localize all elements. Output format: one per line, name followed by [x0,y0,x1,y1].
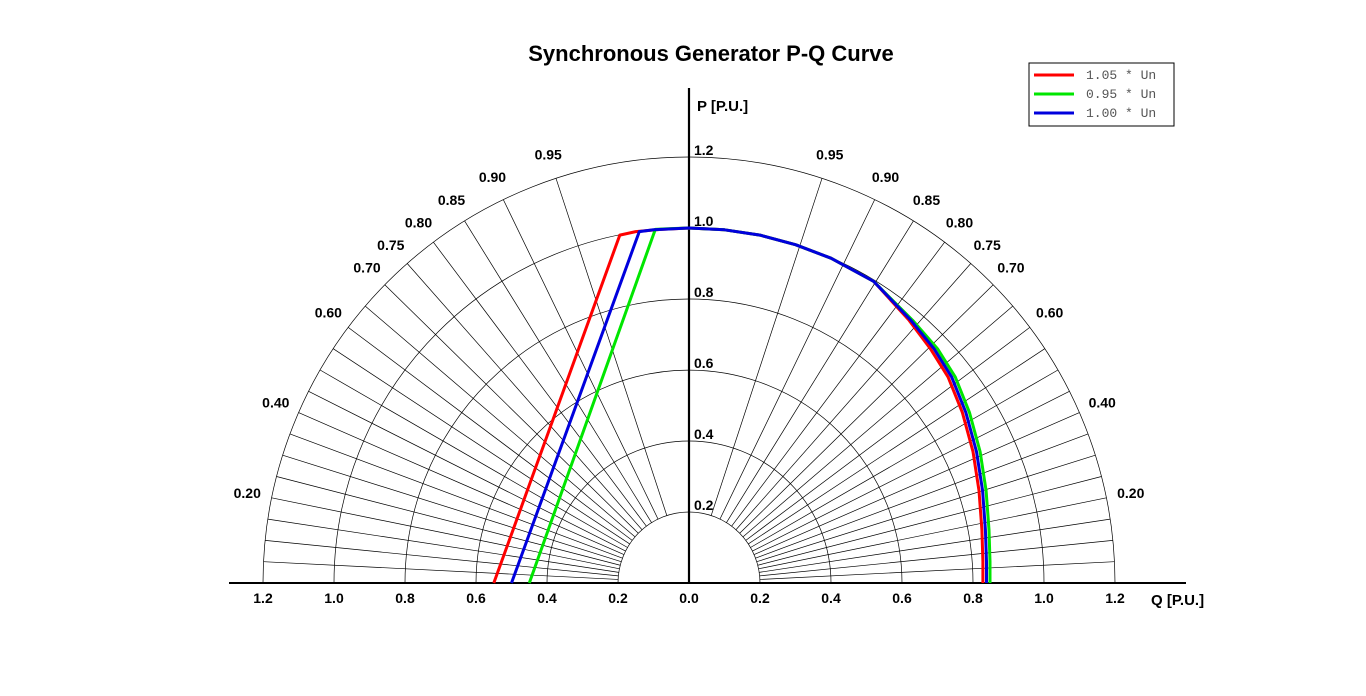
pf-line [555,178,668,516]
x-tick-label: 1.2 [253,590,273,606]
pf-line [758,497,1107,570]
pf-line [759,561,1115,580]
y-tick-label: 0.8 [694,284,714,300]
y-tick-label: 0.4 [694,426,714,442]
pf-label: 0.80 [946,214,973,230]
pf-label: 0.75 [974,237,1001,253]
pf-line [726,220,914,523]
pf-line [271,497,620,570]
power-factor-labels: 0.20 0.20 0.40 0.40 0.60 0.60 0.70 0.70 0.75 0.75… [234,147,1145,501]
series-group [492,226,992,584]
pf-line [289,433,623,559]
pf-line [319,369,628,548]
x-tick-label: 0.6 [892,590,912,606]
tick-labels: 1.2 1.0 0.8 0.6 0.4 0.2 0.0 0.2 0.4 0.6 0.8 1.0 1.2 0… [253,142,1125,606]
pf-line [365,305,636,538]
axes [229,88,1186,584]
y-tick-label: 1.2 [694,142,714,158]
pf-line [282,454,622,563]
pf-line [267,518,619,573]
pf-label: 0.85 [438,192,465,208]
pf-label: 0.40 [1089,395,1116,411]
legend-label: 0.95 * Un [1086,87,1156,102]
pf-line [742,305,1013,538]
pf-label: 0.90 [479,169,506,185]
pf-line [756,454,1096,563]
pf-label: 0.90 [872,169,899,185]
pf-label: 0.70 [997,259,1024,275]
pf-line [464,220,652,523]
pf-line [276,476,621,566]
pf-line [739,284,994,534]
pf-line [502,199,659,520]
y-axis-label: P [P.U.] [697,98,748,115]
x-tick-label: 0.4 [537,590,557,606]
pf-label: 0.75 [377,237,404,253]
pf-label: 0.20 [1117,485,1144,501]
pf-label: 0.80 [405,214,432,230]
polar-grid [262,156,1116,584]
pf-line [755,433,1089,559]
pf-line [265,540,619,577]
pf-line [719,199,876,520]
x-tick-label: 0.2 [750,590,770,606]
x-tick-label: 0.6 [466,590,486,606]
y-tick-label: 0.6 [694,355,714,371]
series-line [510,226,988,584]
pf-label: 0.60 [1036,304,1063,320]
x-tick-label: 1.0 [1034,590,1054,606]
x-tick-label: 1.2 [1105,590,1125,606]
pf-line [298,412,625,555]
pf-line [347,327,633,541]
x-tick-label: 0.4 [821,590,841,606]
pf-line [750,369,1059,548]
pf-line [745,327,1031,541]
pf-line [759,518,1111,573]
pf-line [406,263,643,530]
pf-line [753,412,1080,555]
legend: 1.05 * Un 0.95 * Un 1.00 * Un [1028,62,1175,127]
x-axis-label: Q [P.U.] [1151,592,1204,609]
pf-label: 0.60 [315,304,342,320]
pf-line [752,390,1070,552]
chart-title: Synchronous Generator P-Q Curve [528,41,894,66]
pf-line [759,540,1113,577]
pf-line [433,241,647,527]
pf-label: 0.70 [353,259,380,275]
pf-line [263,561,619,580]
pf-label: 0.95 [535,147,562,163]
x-tick-label: 0.8 [395,590,415,606]
x-tick-label: 0.2 [608,590,628,606]
legend-label: 1.00 * Un [1086,106,1156,121]
pf-line [710,178,823,516]
pf-line [384,284,639,534]
pf-line [308,390,626,552]
pf-line [333,348,630,545]
pf-line [731,241,945,527]
pf-line [757,476,1102,566]
y-tick-label: 1.0 [694,213,714,229]
pf-label: 0.20 [234,485,261,501]
pf-label: 0.40 [262,395,289,411]
x-tick-label: 0.8 [963,590,983,606]
x-tick-label: 1.0 [324,590,344,606]
x-tick-label: 0.0 [679,590,699,606]
pf-line [748,348,1045,545]
pf-line [735,263,972,530]
legend-label: 1.05 * Un [1086,68,1156,83]
pf-label: 0.85 [913,192,940,208]
pf-label: 0.95 [816,147,843,163]
y-tick-label: 0.2 [694,497,714,513]
